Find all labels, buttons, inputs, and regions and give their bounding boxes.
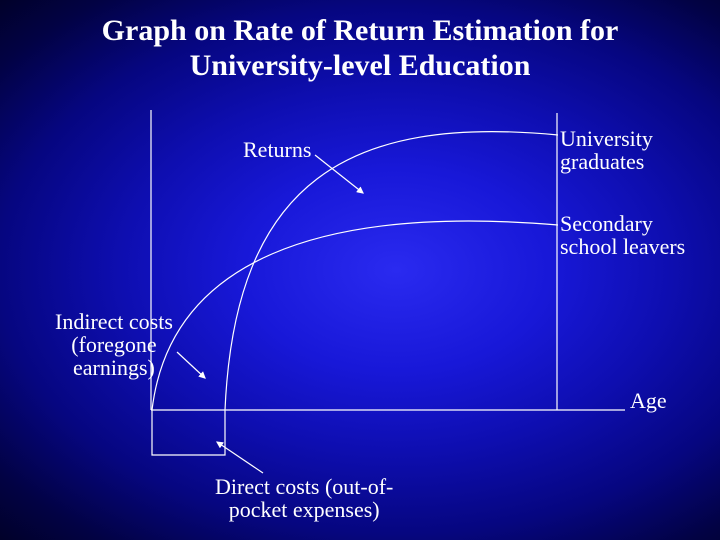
university-graduates-label: Universitygraduates xyxy=(560,127,653,173)
secondary-school-leavers-label: Secondaryschool leavers xyxy=(560,212,685,258)
y-axis-label: Returns xyxy=(243,137,311,163)
x-axis-label: Age xyxy=(630,388,667,414)
direct-costs-label: Direct costs (out-of-pocket expenses) xyxy=(215,475,393,521)
slide-root: Graph on Rate of Return Estimation for U… xyxy=(0,0,720,540)
indirect-costs-label: Indirect costs(foregoneearnings) xyxy=(55,310,173,379)
diagram-svg xyxy=(0,0,720,540)
